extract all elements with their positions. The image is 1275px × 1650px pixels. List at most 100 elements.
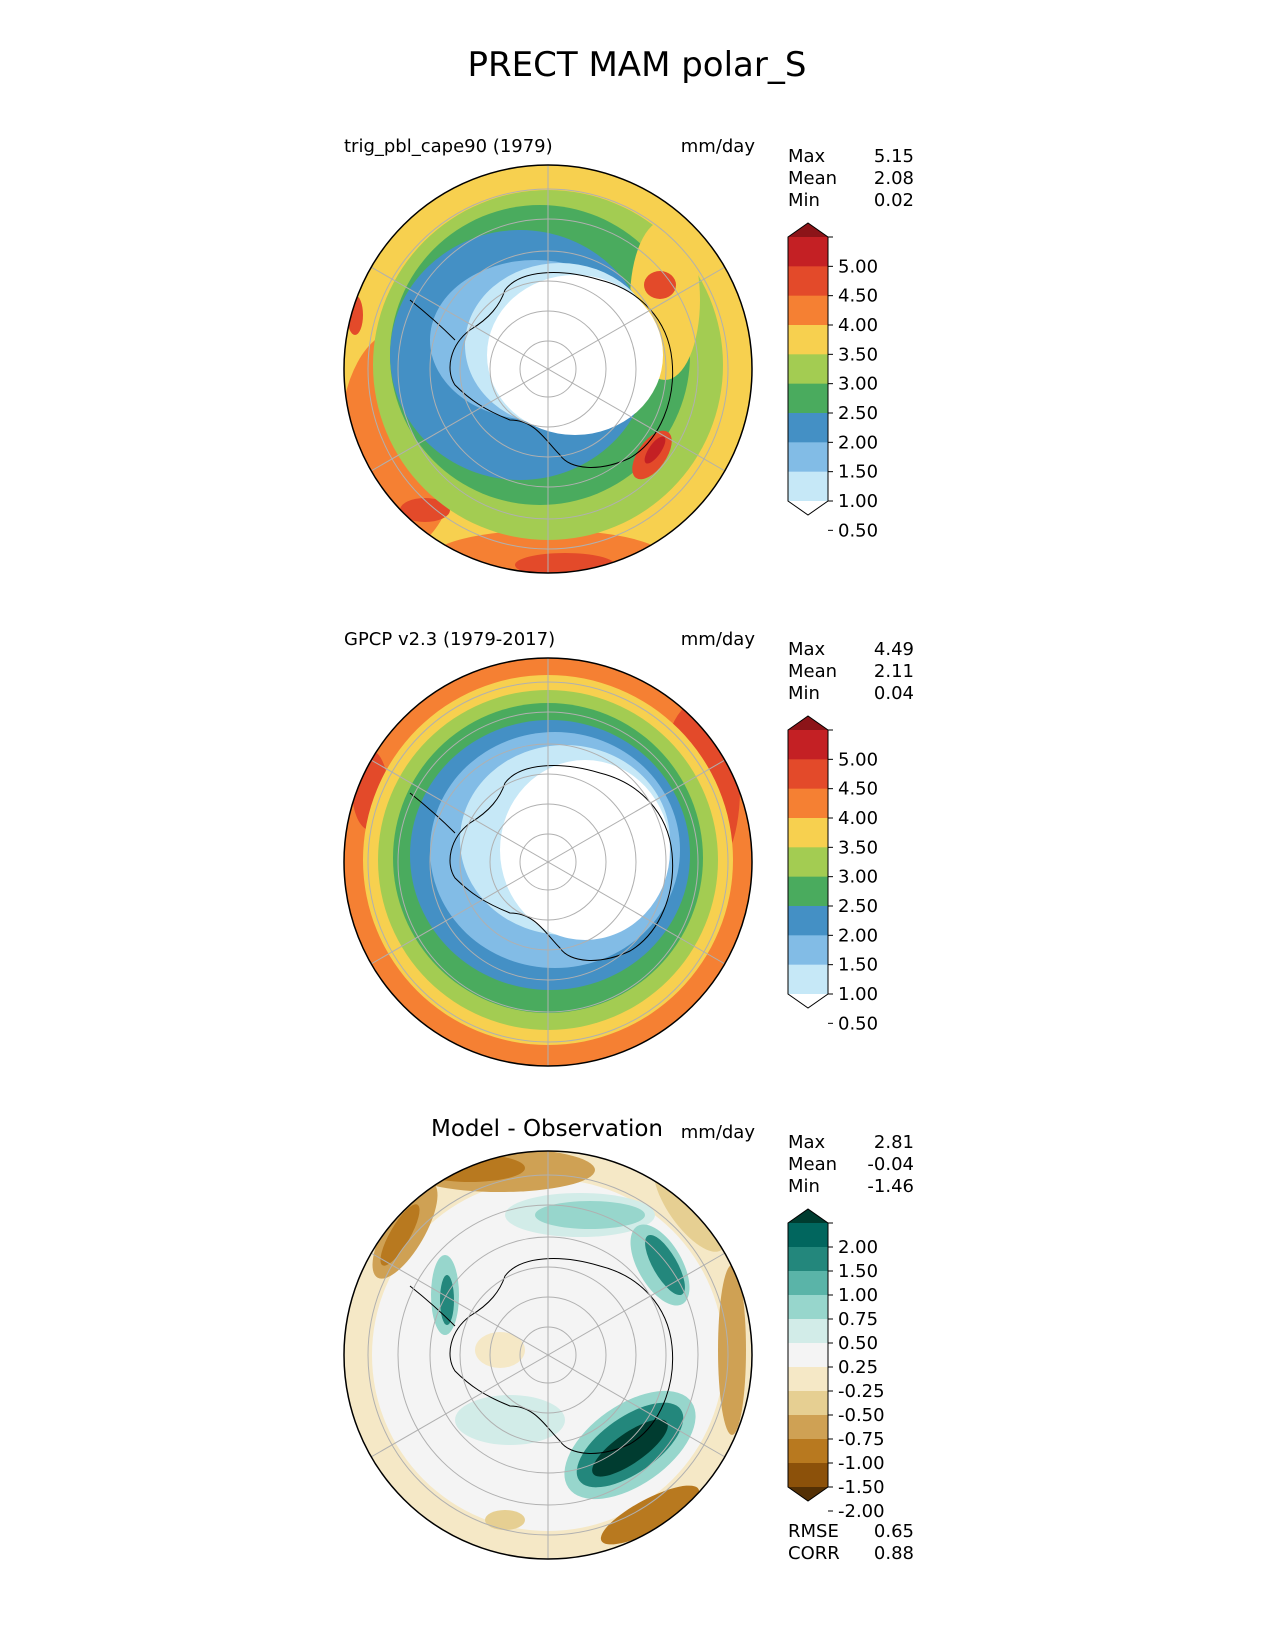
graticule (367, 165, 729, 573)
colorbar-segment (788, 1247, 828, 1272)
colorbar-tick-label: 1.00 (838, 1285, 878, 1306)
stat-label: Max (788, 146, 826, 167)
colorbar-tick-label: 2.00 (838, 432, 878, 453)
contour-band (485, 1510, 525, 1530)
stats-block: Max 2.81 Mean -0.04 Min -1.46 (788, 1132, 914, 1197)
colorbar-segment (788, 759, 828, 790)
panel-units: mm/day (681, 629, 756, 650)
colorbar-tick-label: -1.00 (838, 1453, 885, 1474)
map-frame (343, 1150, 753, 1560)
colorbar-segment (788, 354, 828, 385)
polar-map (343, 1150, 753, 1560)
stat-label: Max (788, 1132, 826, 1153)
colorbar-tick-label: 5.00 (838, 749, 878, 770)
colorbar-extension-max (788, 1209, 828, 1223)
colorbar-tick-label: 4.50 (838, 779, 878, 800)
colorbar-tick-label: 4.50 (838, 286, 878, 307)
colorbar-tick-label: 1.00 (838, 984, 878, 1005)
colorbar-extension-min (788, 501, 828, 515)
map-frame (343, 164, 753, 574)
colorbar-tick-label: 0.25 (838, 1357, 878, 1378)
colorbar-segment (788, 1439, 828, 1464)
contour-band (380, 1204, 420, 1266)
colorbar-segment (788, 1223, 828, 1248)
colorbar-tick-label: 2.00 (838, 1237, 878, 1258)
colorbar-tick-label: 1.50 (838, 1261, 878, 1282)
colorbar: 2.00 1.50 1.00 0.75 0.50 0.25 -0.25 -0.50 -0.75 -… (787, 1208, 885, 1522)
colorbar-segment (788, 788, 828, 819)
map-frame (343, 657, 753, 1067)
stat-label: Min (788, 190, 820, 211)
stat-label: Mean (788, 1154, 837, 1175)
colorbar-segment (788, 1415, 828, 1440)
graticule (367, 1151, 729, 1559)
stat-value: 2.11 (874, 661, 914, 682)
contour-band (415, 1154, 525, 1182)
contour-band (500, 760, 670, 940)
coastline (449, 272, 674, 468)
contour-band (718, 1265, 746, 1435)
colorbar-segment (788, 847, 828, 878)
colorbar-segment (788, 964, 828, 995)
colorbar-tick-label: 0.50 (838, 520, 878, 541)
stat-value: 2.81 (874, 1132, 914, 1153)
colorbar-segment (788, 876, 828, 907)
stat-value: 4.49 (874, 639, 914, 660)
colorbar-segment (788, 906, 828, 936)
metric-value: 0.88 (874, 1543, 914, 1564)
graticule (367, 658, 729, 1066)
colorbar: 5.00 4.50 4.00 3.50 3.00 2.50 2.00 1.50 1.00 0.50 (787, 715, 878, 1034)
colorbar-tick-label: 4.00 (838, 808, 878, 829)
colorbar-tick-label: 3.00 (838, 867, 878, 888)
colorbar-segment (788, 1463, 828, 1488)
colorbar-tick-label: 5.00 (838, 256, 878, 277)
contour-band (600, 1485, 700, 1545)
colorbar-segment (788, 383, 828, 414)
colorbar-segment (788, 1271, 828, 1296)
colorbar-tick-label: 1.50 (838, 955, 878, 976)
colorbar-segment (788, 471, 828, 502)
contour-band (644, 436, 666, 464)
stat-label: Mean (788, 168, 837, 189)
panel-reference: GPCP v2.3 (1979-2017) mm/day Max 4.49 Me… (343, 629, 914, 1067)
contour-band (400, 498, 450, 522)
panel-units: mm/day (681, 1122, 756, 1143)
stat-value: -1.46 (867, 1176, 914, 1197)
stat-value: -0.04 (867, 1154, 914, 1175)
colorbar-segment (788, 818, 828, 848)
stat-label: Min (788, 1176, 820, 1197)
colorbar-segment (788, 1391, 828, 1416)
colorbar-extension-max (788, 223, 828, 237)
colorbar-tick-label: 3.00 (838, 374, 878, 395)
stat-value: 0.04 (874, 683, 914, 704)
stat-value: 2.08 (874, 168, 914, 189)
colorbar-tick-label: 1.50 (838, 462, 878, 483)
coastline (449, 765, 674, 961)
colorbar-segment (788, 442, 828, 473)
metrics-block: RMSE 0.65 CORR 0.88 (788, 1521, 914, 1564)
colorbar-segment (788, 325, 828, 355)
colorbar-tick-label: 2.00 (838, 925, 878, 946)
colorbar-segment (788, 266, 828, 297)
colorbar-tick-label: 0.50 (838, 1013, 878, 1034)
colorbar-segment (788, 237, 828, 267)
stat-value: 5.15 (874, 146, 914, 167)
contour-band (487, 275, 663, 435)
panel-test: trig_pbl_cape90 (1979) mm/day Max 5.15 M… (343, 136, 914, 574)
stats-block: Max 4.49 Mean 2.11 Min 0.04 (788, 639, 914, 704)
stat-label: Mean (788, 661, 837, 682)
colorbar-segment (788, 295, 828, 326)
polar-map (343, 657, 753, 1067)
polar-map (343, 164, 753, 574)
panel-title: GPCP v2.3 (1979-2017) (344, 629, 555, 650)
coastline (449, 1258, 674, 1454)
colorbar-tick-label: -0.75 (838, 1429, 885, 1450)
colorbar-segment (788, 1319, 828, 1344)
colorbar-tick-label: 3.50 (838, 344, 878, 365)
colorbar-tick-label: -2.00 (838, 1501, 885, 1522)
colorbar-tick-label: 2.50 (838, 896, 878, 917)
colorbar-segment (788, 1295, 828, 1320)
contour-band (644, 271, 676, 299)
colorbar-tick-label: 3.50 (838, 837, 878, 858)
